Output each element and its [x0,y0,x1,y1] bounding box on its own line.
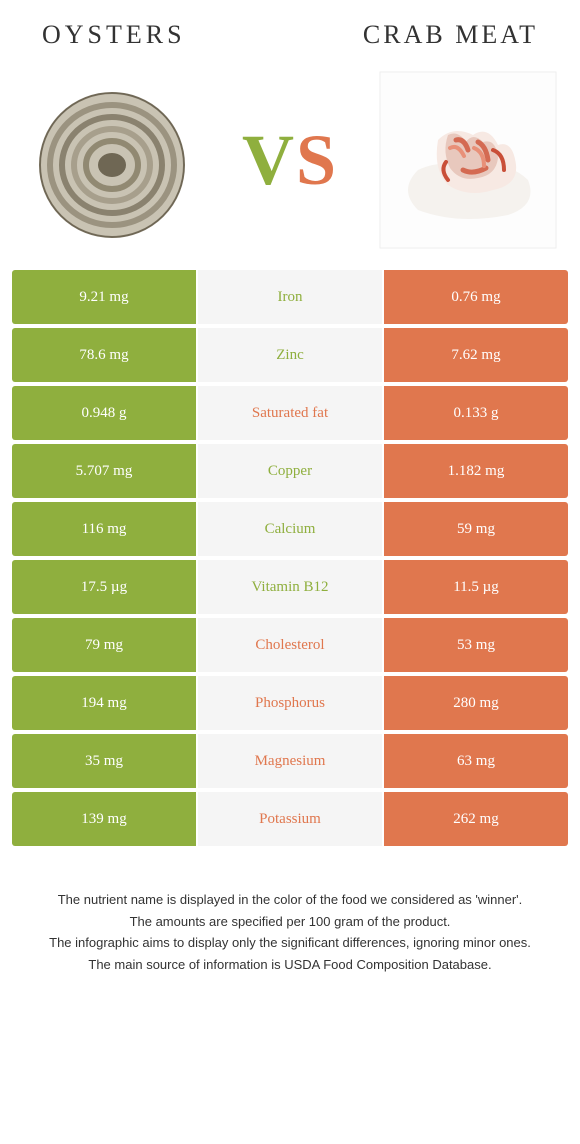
header: Oysters Crab meat [12,20,568,60]
table-row: 78.6 mgZinc7.62 mg [12,328,568,382]
title-left: Oysters [42,20,186,50]
table-row: 9.21 mgIron0.76 mg [12,270,568,324]
nutrient-label: Iron [198,270,382,324]
value-right: 53 mg [384,618,568,672]
value-right: 7.62 mg [384,328,568,382]
title-right: Crab meat [363,20,538,50]
footer-line-1: The nutrient name is displayed in the co… [32,890,548,910]
table-row: 79 mgCholesterol53 mg [12,618,568,672]
images-row: VS [12,60,568,270]
table-row: 194 mgPhosphorus280 mg [12,676,568,730]
value-left: 116 mg [12,502,196,556]
value-right: 59 mg [384,502,568,556]
nutrient-label: Saturated fat [198,386,382,440]
nutrient-label: Calcium [198,502,382,556]
footer-notes: The nutrient name is displayed in the co… [12,850,568,974]
vs-s: S [296,120,338,200]
footer-line-4: The main source of information is USDA F… [32,955,548,975]
nutrient-label: Cholesterol [198,618,382,672]
value-right: 1.182 mg [384,444,568,498]
table-row: 5.707 mgCopper1.182 mg [12,444,568,498]
nutrient-label: Phosphorus [198,676,382,730]
value-left: 139 mg [12,792,196,846]
nutrient-label: Potassium [198,792,382,846]
value-left: 5.707 mg [12,444,196,498]
value-left: 9.21 mg [12,270,196,324]
table-row: 35 mgMagnesium63 mg [12,734,568,788]
vs-v: V [242,120,296,200]
value-right: 280 mg [384,676,568,730]
table-row: 116 mgCalcium59 mg [12,502,568,556]
oyster-image [22,70,202,250]
value-left: 78.6 mg [12,328,196,382]
table-row: 0.948 gSaturated fat0.133 g [12,386,568,440]
footer-line-2: The amounts are specified per 100 gram o… [32,912,548,932]
vs-label: VS [242,119,338,202]
value-left: 35 mg [12,734,196,788]
value-right: 0.133 g [384,386,568,440]
value-left: 79 mg [12,618,196,672]
value-left: 0.948 g [12,386,196,440]
value-right: 0.76 mg [384,270,568,324]
value-left: 194 mg [12,676,196,730]
value-right: 262 mg [384,792,568,846]
crab-meat-image [378,70,558,250]
footer-line-3: The infographic aims to display only the… [32,933,548,953]
nutrient-label: Vitamin B12 [198,560,382,614]
nutrient-label: Zinc [198,328,382,382]
value-right: 63 mg [384,734,568,788]
value-left: 17.5 µg [12,560,196,614]
nutrient-label: Copper [198,444,382,498]
table-row: 139 mgPotassium262 mg [12,792,568,846]
nutrient-label: Magnesium [198,734,382,788]
comparison-table: 9.21 mgIron0.76 mg78.6 mgZinc7.62 mg0.94… [12,270,568,846]
table-row: 17.5 µgVitamin B1211.5 µg [12,560,568,614]
value-right: 11.5 µg [384,560,568,614]
